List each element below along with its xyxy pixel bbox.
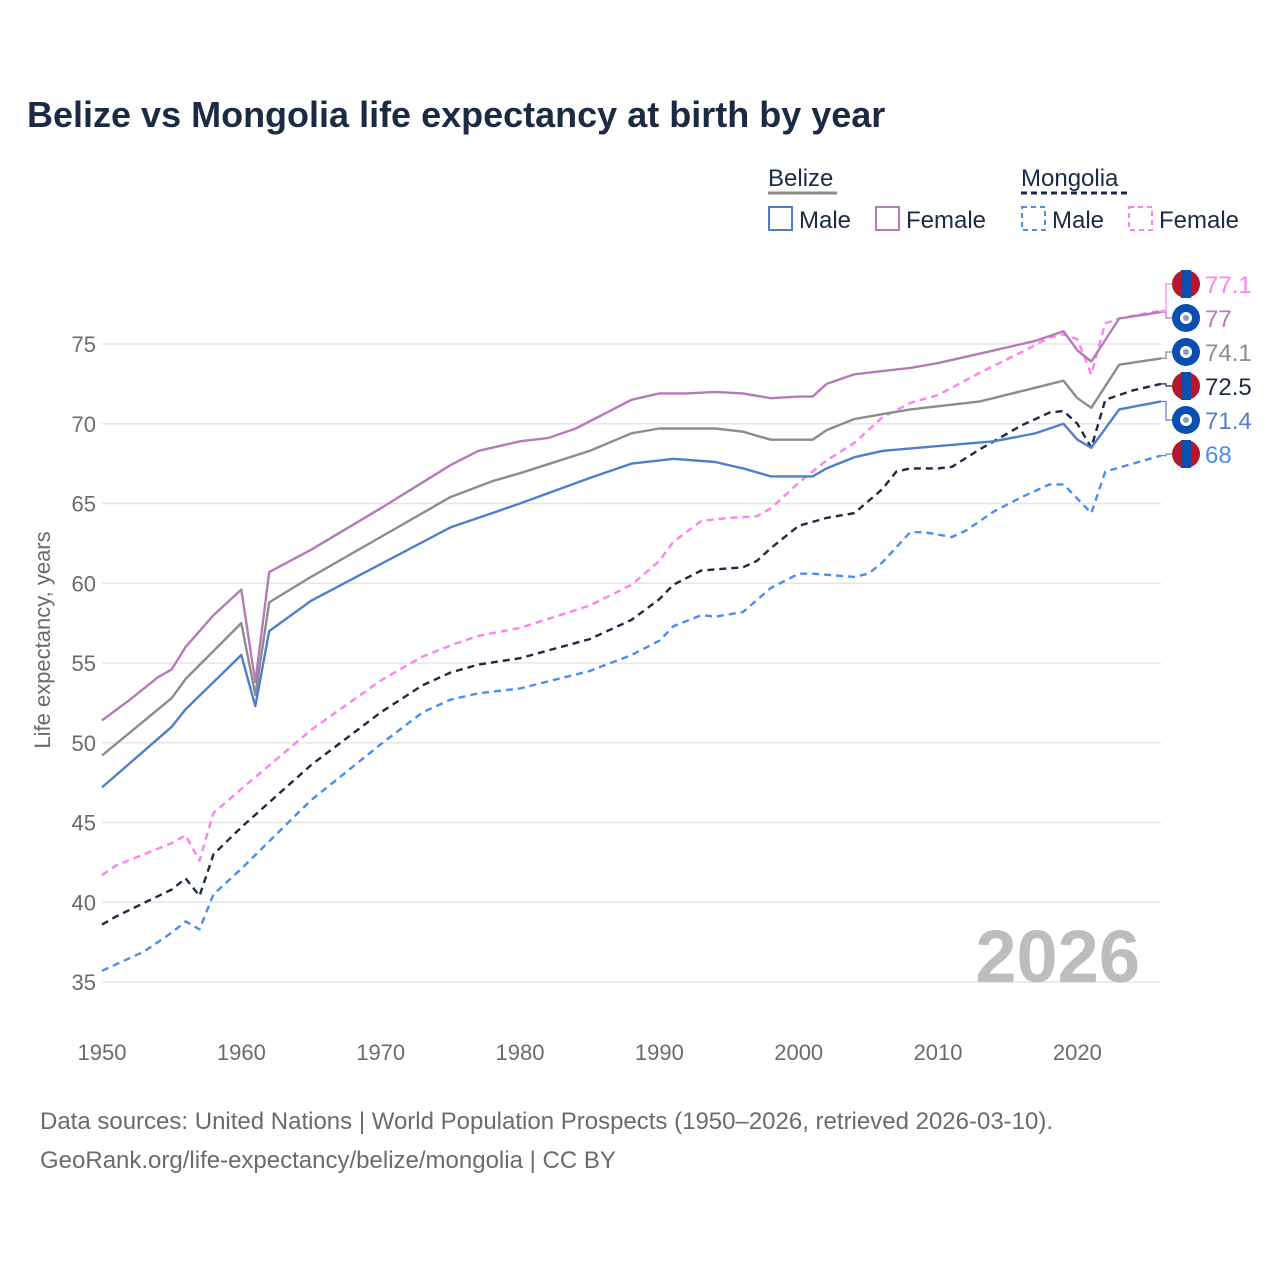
series-line-mongolia-female bbox=[101, 309, 1162, 877]
y-tick-label: 45 bbox=[72, 811, 96, 836]
end-value-label: 74.1 bbox=[1205, 340, 1252, 367]
year-watermark: 2026 bbox=[975, 915, 1140, 998]
x-tick-label: 1960 bbox=[217, 1040, 266, 1065]
series-line-mongolia-male bbox=[101, 454, 1162, 972]
end-value-label: 71.4 bbox=[1205, 408, 1252, 435]
end-value-label: 77.1 bbox=[1205, 272, 1252, 299]
x-tick-label: 2000 bbox=[774, 1040, 823, 1065]
x-tick-label: 1990 bbox=[635, 1040, 684, 1065]
y-tick-label: 75 bbox=[72, 332, 96, 357]
y-tick-label: 55 bbox=[72, 651, 96, 676]
belize-flag-emblem-center bbox=[1183, 417, 1189, 423]
label-connector bbox=[1161, 453, 1172, 457]
source-note: Data sources: United Nations | World Pop… bbox=[40, 1108, 1054, 1135]
y-tick-label: 40 bbox=[72, 890, 96, 915]
chart-title: Belize vs Mongolia life expectancy at bi… bbox=[27, 94, 886, 135]
y-tick-label: 65 bbox=[72, 492, 96, 517]
mongolia-flag-stripe bbox=[1181, 440, 1191, 468]
x-tick-label: 1950 bbox=[78, 1040, 127, 1065]
legend-swatch bbox=[1021, 206, 1046, 231]
end-value-label: 68 bbox=[1205, 442, 1232, 469]
series-line-belize bbox=[101, 357, 1162, 757]
legend-swatch bbox=[875, 206, 900, 231]
mongolia-flag-stripe bbox=[1181, 270, 1191, 298]
source-link[interactable]: GeoRank.org/life-expectancy/belize/mongo… bbox=[40, 1147, 616, 1174]
label-connector bbox=[1161, 283, 1172, 312]
y-tick-label: 70 bbox=[72, 412, 96, 437]
belize-flag-emblem-center bbox=[1183, 349, 1189, 355]
series-line-mongolia bbox=[101, 382, 1162, 926]
y-tick-label: 60 bbox=[72, 571, 96, 596]
legend-item-label: Male bbox=[1052, 207, 1104, 234]
label-connector bbox=[1161, 311, 1172, 319]
label-connector bbox=[1161, 383, 1172, 387]
y-tick-label: 35 bbox=[72, 970, 96, 995]
legend-swatch bbox=[768, 206, 793, 231]
end-value-label: 72.5 bbox=[1205, 374, 1252, 401]
label-connector bbox=[1161, 400, 1172, 421]
legend-item-label: Female bbox=[1159, 207, 1239, 234]
legend-group-belize: Belize bbox=[768, 165, 833, 192]
y-tick-label: 50 bbox=[72, 731, 96, 756]
x-tick-label: 1980 bbox=[496, 1040, 545, 1065]
label-connector bbox=[1161, 351, 1172, 359]
legend-item-label: Male bbox=[799, 207, 851, 234]
legend-item-label: Female bbox=[906, 207, 986, 234]
x-tick-label: 2020 bbox=[1053, 1040, 1102, 1065]
mongolia-flag-stripe bbox=[1181, 372, 1191, 400]
belize-flag-emblem-center bbox=[1183, 315, 1189, 321]
y-axis-label: Life expectancy, years bbox=[30, 531, 55, 748]
x-tick-label: 2010 bbox=[914, 1040, 963, 1065]
legend-swatch bbox=[1128, 206, 1153, 231]
series-line-belize-female bbox=[101, 310, 1162, 722]
end-value-label: 77 bbox=[1205, 306, 1232, 333]
x-tick-label: 1970 bbox=[356, 1040, 405, 1065]
legend-group-mongolia: Mongolia bbox=[1021, 165, 1119, 192]
series-line-belize-male bbox=[101, 400, 1162, 789]
